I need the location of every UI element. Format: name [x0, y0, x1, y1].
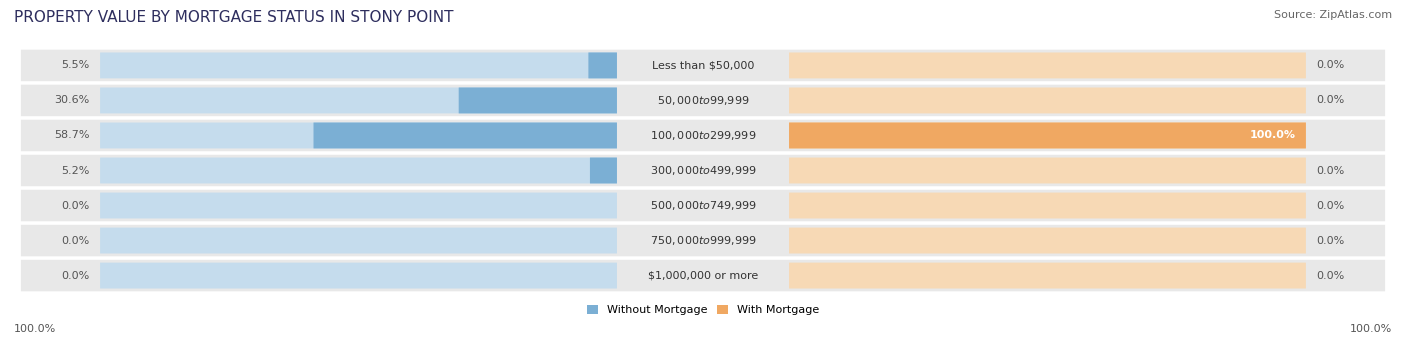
- FancyBboxPatch shape: [21, 260, 1385, 291]
- Legend: Without Mortgage, With Mortgage: Without Mortgage, With Mortgage: [588, 305, 818, 315]
- FancyBboxPatch shape: [789, 122, 1306, 148]
- Text: 100.0%: 100.0%: [1350, 324, 1392, 334]
- Text: 100.0%: 100.0%: [1250, 131, 1295, 140]
- Text: 0.0%: 0.0%: [1316, 95, 1344, 105]
- FancyBboxPatch shape: [100, 53, 617, 78]
- FancyBboxPatch shape: [100, 88, 617, 114]
- FancyBboxPatch shape: [21, 120, 1385, 151]
- FancyBboxPatch shape: [100, 193, 617, 219]
- FancyBboxPatch shape: [21, 155, 1385, 186]
- Text: 0.0%: 0.0%: [1316, 60, 1344, 71]
- Text: 5.5%: 5.5%: [62, 60, 90, 71]
- Text: 58.7%: 58.7%: [55, 131, 90, 140]
- FancyBboxPatch shape: [21, 190, 1385, 221]
- FancyBboxPatch shape: [21, 50, 1385, 81]
- FancyBboxPatch shape: [588, 53, 617, 78]
- FancyBboxPatch shape: [789, 263, 1306, 288]
- Text: 0.0%: 0.0%: [62, 270, 90, 281]
- Text: $50,000 to $99,999: $50,000 to $99,999: [657, 94, 749, 107]
- Text: $1,000,000 or more: $1,000,000 or more: [648, 270, 758, 281]
- FancyBboxPatch shape: [591, 158, 617, 183]
- Text: Source: ZipAtlas.com: Source: ZipAtlas.com: [1274, 10, 1392, 20]
- FancyBboxPatch shape: [100, 122, 617, 148]
- Text: Less than $50,000: Less than $50,000: [652, 60, 754, 71]
- Text: 5.2%: 5.2%: [62, 165, 90, 176]
- Text: $100,000 to $299,999: $100,000 to $299,999: [650, 129, 756, 142]
- FancyBboxPatch shape: [100, 158, 617, 183]
- FancyBboxPatch shape: [789, 53, 1306, 78]
- Text: PROPERTY VALUE BY MORTGAGE STATUS IN STONY POINT: PROPERTY VALUE BY MORTGAGE STATUS IN STO…: [14, 10, 454, 25]
- Text: 0.0%: 0.0%: [62, 201, 90, 210]
- Text: $500,000 to $749,999: $500,000 to $749,999: [650, 199, 756, 212]
- FancyBboxPatch shape: [789, 158, 1306, 183]
- FancyBboxPatch shape: [314, 122, 617, 148]
- FancyBboxPatch shape: [458, 88, 617, 114]
- Text: $750,000 to $999,999: $750,000 to $999,999: [650, 234, 756, 247]
- FancyBboxPatch shape: [789, 88, 1306, 114]
- Text: 30.6%: 30.6%: [55, 95, 90, 105]
- Text: 0.0%: 0.0%: [1316, 165, 1344, 176]
- FancyBboxPatch shape: [21, 85, 1385, 116]
- FancyBboxPatch shape: [789, 227, 1306, 253]
- FancyBboxPatch shape: [100, 227, 617, 253]
- Text: 0.0%: 0.0%: [62, 236, 90, 246]
- Text: $300,000 to $499,999: $300,000 to $499,999: [650, 164, 756, 177]
- FancyBboxPatch shape: [789, 193, 1306, 219]
- FancyBboxPatch shape: [21, 225, 1385, 256]
- FancyBboxPatch shape: [789, 122, 1306, 148]
- Text: 100.0%: 100.0%: [14, 324, 56, 334]
- FancyBboxPatch shape: [100, 263, 617, 288]
- Text: 0.0%: 0.0%: [1316, 236, 1344, 246]
- Text: 0.0%: 0.0%: [1316, 201, 1344, 210]
- Text: 0.0%: 0.0%: [1316, 270, 1344, 281]
